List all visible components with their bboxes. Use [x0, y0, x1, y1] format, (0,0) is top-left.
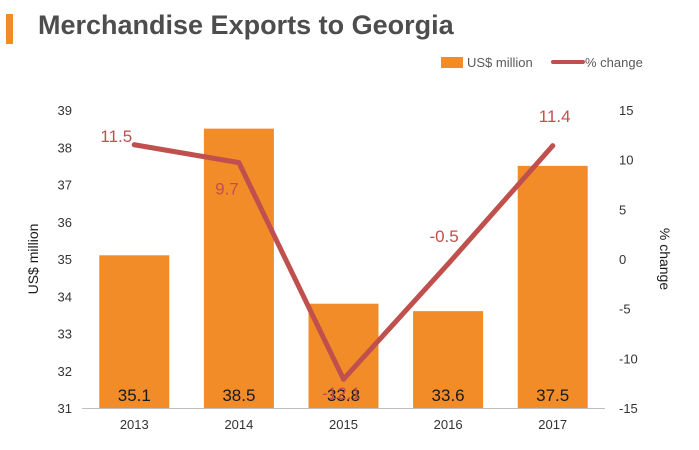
- line-value-label: -0.5: [429, 227, 458, 246]
- y2-tick-label: -5: [619, 302, 631, 317]
- legend-swatch-bar: [441, 57, 463, 68]
- y-tick-label: 35: [58, 252, 72, 267]
- line-value-label: 11.4: [539, 107, 571, 126]
- x-tick-label: 2014: [224, 417, 253, 432]
- title-accent-bar: [6, 14, 13, 44]
- line-value-label: -12.1: [322, 384, 361, 403]
- y-tick-label: 32: [58, 364, 72, 379]
- line-point-2016: [445, 261, 451, 267]
- y2-tick-label: 5: [619, 202, 626, 217]
- line-point-2013: [131, 142, 137, 148]
- y-tick-label: 38: [58, 140, 72, 155]
- y-tick-label: 39: [58, 103, 72, 118]
- bar-value-label: 37.5: [536, 386, 569, 405]
- bar-value-label: 33.8: [327, 386, 360, 405]
- line-point-2014: [236, 160, 242, 166]
- bar-value-label: 33.6: [432, 386, 465, 405]
- y2-axis-title: % change: [657, 228, 673, 290]
- bar-value-label: 35.1: [118, 386, 151, 405]
- y2-tick-label: 10: [619, 153, 633, 168]
- y-tick-label: 33: [58, 327, 72, 342]
- y2-tick-label: 0: [619, 252, 626, 267]
- y2-tick-label: 15: [619, 103, 633, 118]
- bar-2017: [517, 165, 588, 408]
- y2-tick-label: -15: [619, 401, 638, 416]
- y-tick-label: 31: [58, 401, 72, 416]
- x-tick-label: 2013: [120, 417, 149, 432]
- line-value-label: 9.7: [215, 180, 239, 199]
- y-axis-title: US$ million: [25, 224, 41, 295]
- legend-label-bar: US$ million: [467, 55, 533, 70]
- y-tick-label: 36: [58, 215, 72, 230]
- x-tick-label: 2016: [434, 417, 463, 432]
- legend-label-line: % change: [585, 55, 643, 70]
- y2-tick-label: -10: [619, 351, 638, 366]
- line-point-2017: [550, 143, 556, 149]
- bar-value-label: 38.5: [222, 386, 255, 405]
- y-tick-label: 34: [58, 289, 72, 304]
- line-value-label: 11.5: [100, 127, 132, 146]
- x-tick-label: 2015: [329, 417, 358, 432]
- chart-title: Merchandise Exports to Georgia: [38, 10, 454, 40]
- line-point-2015: [341, 376, 346, 382]
- bar-2014: [203, 128, 274, 408]
- x-tick-label: 2017: [538, 417, 567, 432]
- bar-2016: [413, 311, 484, 408]
- y-tick-label: 37: [58, 178, 72, 193]
- bar-2013: [99, 255, 170, 408]
